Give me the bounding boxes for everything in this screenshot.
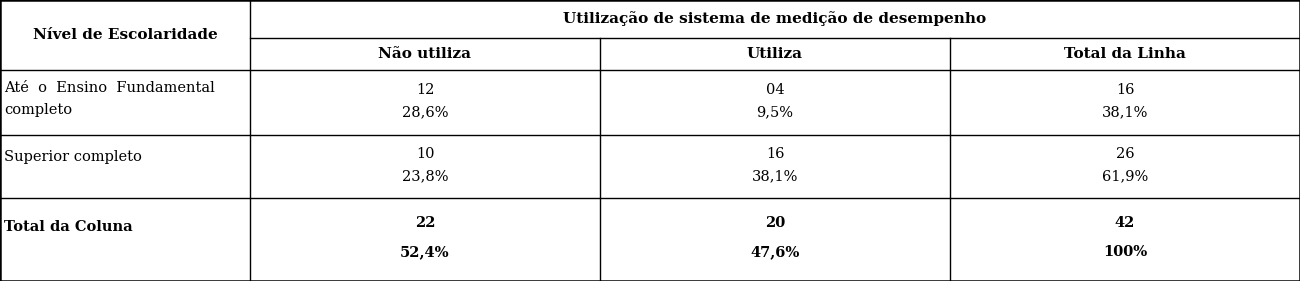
Text: Utilização de sistema de medição de desempenho: Utilização de sistema de medição de dese… bbox=[563, 12, 987, 26]
Text: 10: 10 bbox=[416, 147, 434, 161]
Text: 16: 16 bbox=[766, 147, 784, 161]
Text: 28,6%: 28,6% bbox=[402, 105, 448, 119]
Text: 38,1%: 38,1% bbox=[1102, 105, 1148, 119]
Text: Utiliza: Utiliza bbox=[747, 47, 803, 61]
Text: 16: 16 bbox=[1115, 83, 1134, 96]
Text: 20: 20 bbox=[764, 216, 785, 230]
Text: 42: 42 bbox=[1115, 216, 1135, 230]
Text: Total da Coluna: Total da Coluna bbox=[4, 220, 133, 234]
Text: 26: 26 bbox=[1115, 147, 1135, 161]
Text: 61,9%: 61,9% bbox=[1102, 169, 1148, 183]
Text: completo: completo bbox=[4, 103, 72, 117]
Text: 100%: 100% bbox=[1102, 245, 1147, 259]
Text: Até  o  Ensino  Fundamental: Até o Ensino Fundamental bbox=[4, 81, 214, 95]
Text: 22: 22 bbox=[415, 216, 436, 230]
Text: 04: 04 bbox=[766, 83, 784, 96]
Text: 38,1%: 38,1% bbox=[751, 169, 798, 183]
Text: Não utiliza: Não utiliza bbox=[378, 47, 472, 61]
Text: Superior completo: Superior completo bbox=[4, 150, 142, 164]
Text: 9,5%: 9,5% bbox=[757, 105, 793, 119]
Text: Total da Linha: Total da Linha bbox=[1065, 47, 1186, 61]
Text: 47,6%: 47,6% bbox=[750, 245, 800, 259]
Text: 12: 12 bbox=[416, 83, 434, 96]
Text: Nível de Escolaridade: Nível de Escolaridade bbox=[32, 28, 217, 42]
Text: 52,4%: 52,4% bbox=[400, 245, 450, 259]
Text: 23,8%: 23,8% bbox=[402, 169, 448, 183]
